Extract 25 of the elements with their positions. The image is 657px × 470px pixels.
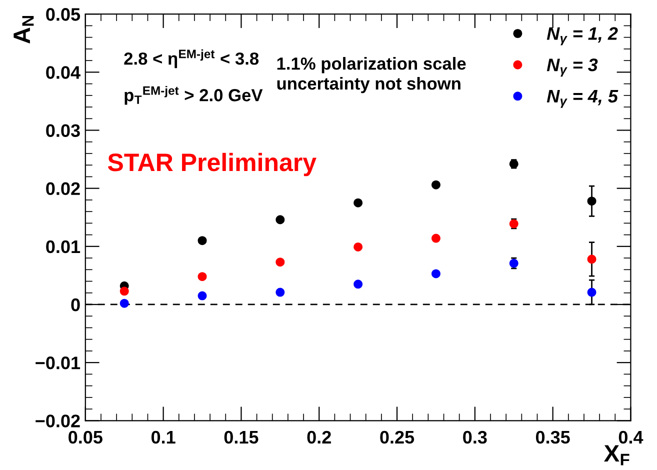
x-tick-label: 0.05 bbox=[68, 430, 102, 444]
y-tick-label: 0.03 bbox=[46, 124, 80, 138]
x-tick-label: 0.3 bbox=[463, 430, 487, 444]
annotation: 1.1% polarization scale uncertainty not shown bbox=[277, 57, 466, 94]
y-tick-label: 0.05 bbox=[46, 8, 80, 21]
annotation: p$_{T}$$^{EM-jet}$ > 2.0 GeV bbox=[124, 86, 263, 105]
y-tick-label: 0.04 bbox=[46, 66, 80, 79]
x-tick-label: 0.4 bbox=[618, 430, 644, 444]
y-tick-label: 0.01 bbox=[46, 240, 80, 254]
y-tick-label: 0.02 bbox=[46, 182, 80, 196]
x-tick-label: 0.35 bbox=[536, 430, 570, 444]
x-tick-label: 0.25 bbox=[380, 430, 414, 444]
x-tick-label: 0.2 bbox=[307, 430, 331, 444]
y-tick-label: 0 bbox=[71, 298, 80, 312]
annotation: STAR Preliminary bbox=[108, 152, 316, 176]
legend-label: N$_{γ}$ = 1, 2 bbox=[546, 27, 618, 46]
legend-label: N$_{γ}$ = 3 bbox=[546, 58, 598, 77]
y-axis-title: A$_{N}$ bbox=[14, 16, 34, 44]
y-tick-label: −0.01 bbox=[36, 356, 80, 370]
legend-label: N$_{γ}$ = 4, 5 bbox=[546, 90, 618, 108]
y-tick-label: −0.02 bbox=[36, 414, 80, 428]
x-axis-title: X$_{F}$ bbox=[604, 445, 630, 466]
x-tick-label: 0.15 bbox=[224, 430, 258, 444]
x-tick-label: 0.1 bbox=[151, 430, 176, 444]
annotation: 2.8 < η$^{EM-jet}$ < 3.8 bbox=[124, 49, 259, 68]
